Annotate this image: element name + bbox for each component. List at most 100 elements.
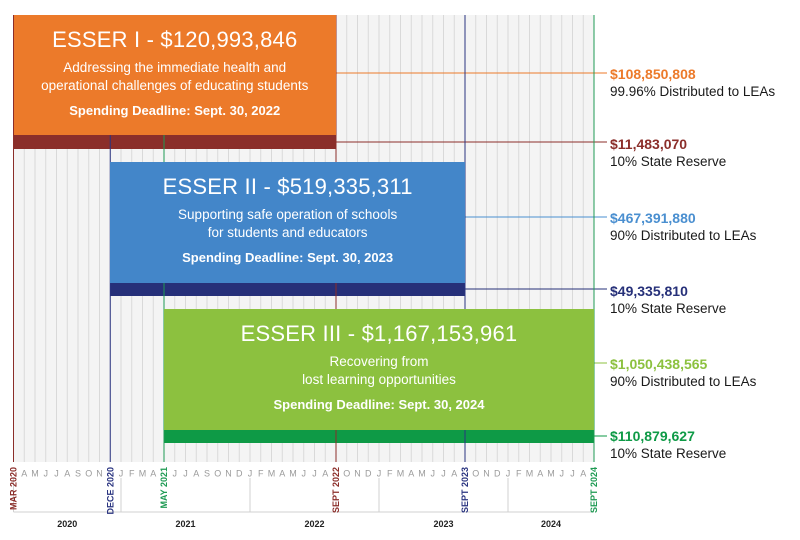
esser-ii-distributed-label: $467,391,880 90% Distributed to LEAs (610, 210, 756, 244)
esser-iii-reserve-bar (164, 430, 594, 443)
month-tick-label: J (560, 468, 565, 478)
marker-label: DECE 2020 (105, 467, 115, 515)
month-tick-label: M (289, 468, 297, 478)
marker-label: SEPT 2024 (589, 467, 599, 513)
esser-ii-description: Supporting safe operation of schools for… (110, 206, 465, 242)
month-tick-label: J (506, 468, 511, 478)
month-tick-label: F (516, 468, 522, 478)
esser-iii-distributed-label: $1,050,438,565 90% Distributed to LEAs (610, 356, 756, 390)
year-label: 2023 (433, 519, 453, 529)
month-tick-label: J (44, 468, 49, 478)
month-tick-label: D (236, 468, 243, 478)
month-tick-label: A (322, 468, 328, 478)
esser-ii-title: ESSER II - $519,335,311 (162, 174, 413, 199)
month-tick-label: O (214, 468, 221, 478)
month-tick-label: M (268, 468, 276, 478)
esser-ii-distributed-amount: $467,391,880 (610, 210, 696, 226)
month-tick-label: A (21, 468, 27, 478)
esser-i-reserve-label: $11,483,070 10% State Reserve (610, 136, 726, 170)
month-tick-label: N (225, 468, 232, 478)
month-tick-label: J (119, 468, 124, 478)
month-tick-label: D (365, 468, 372, 478)
esser-ii-deadline: Spending Deadline: Sept. 30, 2023 (182, 250, 394, 265)
esser-iii-reserve-label: $110,879,627 10% State Reserve (610, 428, 726, 462)
esser-iii-reserve-text: 10% State Reserve (610, 446, 727, 461)
esser-i-distributed-amount: $108,850,808 (610, 66, 696, 82)
month-tick-label: N (354, 468, 361, 478)
month-tick-label: J (54, 468, 59, 478)
esser-i-deadline: Spending Deadline: Sept. 30, 2022 (69, 103, 281, 118)
esser-ii-reserve-amount: $49,335,810 (610, 283, 688, 299)
esser-i-reserve-amount: $11,483,070 (610, 136, 688, 152)
esser-i-reserve-text: 10% State Reserve (610, 154, 727, 169)
month-tick-label: M (547, 468, 555, 478)
esser-i-box: ESSER I - $120,993,846 Addressing the im… (13, 15, 337, 135)
month-tick-label: J (431, 468, 436, 478)
month-tick-label: J (441, 468, 446, 478)
month-tick-label: A (150, 468, 156, 478)
month-tick-label: S (75, 468, 81, 478)
marker-label: SEPT 2023 (460, 467, 470, 513)
esser-ii-description-line-2: for students and educators (207, 225, 368, 240)
esser-i-description-line-1: Addressing the immediate health and (63, 60, 287, 75)
year-label: 2024 (541, 519, 561, 529)
esser-iii-deadline: Spending Deadline: Sept. 30, 2024 (273, 397, 485, 412)
month-tick-label: M (139, 468, 147, 478)
esser-iii-description-line-2: lost learning opportunities (302, 372, 456, 387)
month-tick-label: J (570, 468, 575, 478)
esser-iii-description-line-1: Recovering from (329, 354, 429, 369)
esser-i-description-line-2: operational challenges of educating stud… (41, 78, 309, 93)
month-tick-label: J (377, 468, 382, 478)
month-tick-label: F (258, 468, 264, 478)
marker-label: SEPT 2022 (331, 467, 341, 513)
month-tick-label: J (183, 468, 188, 478)
month-tick-label: M (526, 468, 534, 478)
esser-ii-box: ESSER II - $519,335,311 Supporting safe … (110, 162, 465, 283)
esser-iii-reserve-amount: $110,879,627 (610, 428, 695, 444)
month-tick-label: M (418, 468, 426, 478)
esser-i-distributed-text: 99.96% Distributed to LEAs (610, 84, 776, 99)
month-tick-label: N (483, 468, 490, 478)
month-tick-label: N (96, 468, 103, 478)
month-tick-label: D (494, 468, 501, 478)
month-tick-label: A (64, 468, 70, 478)
month-tick-label: S (204, 468, 210, 478)
month-tick-label: J (302, 468, 307, 478)
month-tick-label: J (312, 468, 317, 478)
month-tick-label: A (451, 468, 457, 478)
marker-label: MAR 2020 (9, 467, 19, 510)
month-tick-label: A (279, 468, 285, 478)
marker-label: MAY 2021 (159, 467, 169, 509)
month-tick-label: M (31, 468, 39, 478)
esser-i-reserve-bar (13, 135, 336, 149)
month-tick-label: F (129, 468, 135, 478)
esser-ii-reserve-label: $49,335,810 10% State Reserve (610, 283, 726, 317)
esser-iii-title: ESSER III - $1,167,153,961 (240, 321, 518, 346)
esser-i-distributed-label: $108,850,808 99.96% Distributed to LEAs (610, 66, 775, 100)
month-tick-label: J (173, 468, 178, 478)
year-label: 2021 (175, 519, 195, 529)
month-tick-label: O (472, 468, 479, 478)
month-tick-label: A (537, 468, 543, 478)
month-tick-label: A (580, 468, 586, 478)
esser-iii-distributed-amount: $1,050,438,565 (610, 356, 708, 372)
month-tick-label: J (248, 468, 253, 478)
esser-iii-distributed-text: 90% Distributed to LEAs (610, 374, 757, 389)
year-label: 2022 (304, 519, 324, 529)
esser-i-description: Addressing the immediate health and oper… (14, 59, 337, 95)
esser-iii-description: Recovering from lost learning opportunit… (164, 353, 594, 389)
esser-ii-reserve-bar (110, 283, 465, 296)
month-tick-label: O (85, 468, 92, 478)
esser-ii-description-line-1: Supporting safe operation of schools (178, 207, 398, 222)
month-tick-label: F (387, 468, 393, 478)
esser-ii-distributed-text: 90% Distributed to LEAs (610, 228, 757, 243)
month-tick-label: M (397, 468, 405, 478)
month-tick-label: O (343, 468, 350, 478)
year-label: 2020 (57, 519, 77, 529)
month-tick-label: A (193, 468, 199, 478)
esser-ii-reserve-text: 10% State Reserve (610, 301, 727, 316)
month-tick-label: A (408, 468, 414, 478)
esser-iii-box: ESSER III - $1,167,153,961 Recovering fr… (164, 309, 594, 430)
esser-i-title: ESSER I - $120,993,846 (52, 27, 298, 52)
